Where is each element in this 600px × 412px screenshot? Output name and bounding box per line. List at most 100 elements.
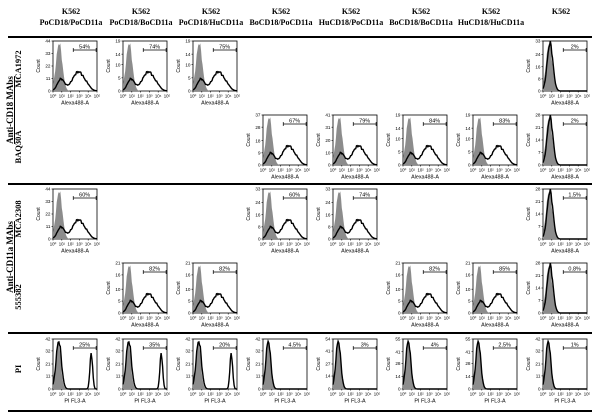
column-header-line1: K562 [131, 7, 151, 16]
histogram-panel: 83% 0 5 10 14 19 Count 10⁰ 10¹ 10² 10³ 10⁴ 10⁵ Alexa4… [456, 113, 520, 181]
column-header-line2: HuCD18/PoCD11a [318, 18, 384, 27]
y-tick-label: 0 [48, 237, 51, 242]
x-tick-label: 10¹ [339, 168, 346, 173]
x-tick-label: 10³ [76, 392, 83, 397]
sample-histogram [122, 70, 168, 92]
y-axis-label: Count [106, 59, 112, 73]
y-tick-label: 21 [535, 362, 541, 367]
x-tick-label: 10⁵ [444, 392, 451, 397]
y-axis-label: Count [456, 133, 462, 147]
y-tick-label: 16 [185, 273, 191, 278]
column-header-1: K562 PoCD18/PoCD11a [37, 6, 105, 28]
x-tick-label: 10² [557, 242, 564, 247]
y-tick-label: 55 [465, 337, 471, 342]
y-tick-label: 21 [535, 125, 541, 130]
y-axis-label: Count [386, 133, 392, 147]
x-tick-label: 10⁵ [234, 316, 241, 321]
gate-percent: 3% [361, 343, 369, 349]
y-tick-label: 41 [325, 113, 331, 118]
x-tick-label: 10⁵ [304, 392, 311, 397]
y-tick-label: 41 [465, 349, 471, 354]
y-tick-label: 28 [255, 125, 261, 130]
gate-percent: 82% [429, 267, 440, 273]
x-tick-label: 10⁰ [540, 242, 547, 247]
x-tick-label: 10⁵ [584, 242, 591, 247]
x-tick-label: 10⁰ [540, 94, 547, 99]
column-header-line1: K562 [551, 7, 571, 16]
y-tick-label: 16 [465, 273, 471, 278]
sample-histogram [542, 40, 587, 92]
x-axis-label: Alexa488-A [201, 101, 229, 107]
gate-percent: 20% [219, 343, 230, 349]
x-tick-label: 10⁴ [505, 392, 512, 397]
histogram-panel: 82% 0 5 10 16 21 Count 10⁰ 10¹ 10² 10³ 10⁴ 10⁵ Alexa4… [386, 261, 450, 329]
x-tick-label: 10⁰ [190, 94, 197, 99]
x-tick-label: 10² [137, 94, 144, 99]
x-tick-label: 10³ [566, 94, 573, 99]
control-histogram [473, 117, 517, 165]
y-tick-label: 11 [536, 374, 541, 379]
x-tick-label: 10⁰ [470, 168, 477, 173]
y-tick-label: 14 [465, 126, 471, 131]
y-tick-label: 10 [115, 287, 121, 292]
y-tick-label: 21 [115, 261, 121, 266]
column-header-6: K562 BoCD18/BoCD11a [387, 6, 455, 28]
x-tick-label: 10⁴ [295, 392, 302, 397]
sample-histogram [542, 262, 587, 314]
y-tick-label: 28 [535, 187, 541, 192]
sample-histogram [262, 144, 308, 166]
y-axis-label: Count [526, 59, 532, 73]
x-tick-label: 10¹ [549, 316, 556, 321]
y-tick-label: 42 [115, 337, 121, 342]
x-tick-label: 10⁴ [575, 168, 582, 173]
y-tick-label: 16 [535, 64, 541, 69]
x-tick-label: 10³ [566, 168, 573, 173]
y-axis-label: Count [386, 357, 392, 371]
histogram-panel: 85% 0 5 10 16 21 Count 10⁰ 10¹ 10² 10³ 10⁴ 10⁵ Alexa4… [456, 261, 520, 329]
gate-percent: 1% [571, 343, 579, 349]
x-tick-label: 10⁵ [584, 316, 591, 321]
y-tick-label: 42 [535, 337, 541, 342]
y-axis-label: Count [526, 207, 532, 221]
control-histogram [333, 117, 377, 165]
x-tick-label: 10⁴ [225, 392, 232, 397]
x-tick-label: 10³ [356, 242, 363, 247]
x-axis-label: Alexa488-A [411, 175, 439, 181]
y-tick-label: 0 [258, 237, 261, 242]
x-tick-label: 10⁵ [514, 392, 521, 397]
y-axis-label: Count [246, 207, 252, 221]
sample-histogram [192, 340, 237, 390]
column-header-line1: K562 [201, 7, 221, 16]
y-tick-label: 19 [115, 39, 121, 44]
gate-percent: 4.5% [288, 343, 301, 349]
y-tick-label: 19 [395, 113, 401, 118]
y-tick-label: 8 [328, 224, 331, 229]
column-header-line2: BoCD18/PoCD11a [249, 18, 313, 27]
y-tick-label: 24 [325, 200, 331, 205]
y-tick-label: 5 [118, 299, 121, 304]
y-tick-label: 14 [535, 286, 541, 291]
x-tick-label: 10³ [566, 392, 573, 397]
histogram-panel: 2% 0 7 14 21 28 Count 10⁰ 10¹ 10² 10³ 10⁴ 10⁵ Alexa48… [526, 113, 590, 181]
y-tick-label: 9 [258, 150, 261, 155]
x-tick-label: 10⁴ [155, 392, 162, 397]
gate-percent: 82% [219, 267, 230, 273]
y-tick-label: 0 [118, 311, 121, 316]
sample-histogram [472, 292, 518, 314]
x-tick-label: 10² [137, 316, 144, 321]
y-tick-label: 0 [188, 387, 191, 392]
column-header-line1: K562 [341, 7, 361, 16]
x-tick-label: 10⁰ [400, 168, 407, 173]
x-tick-label: 10² [207, 94, 214, 99]
x-tick-label: 10⁰ [50, 392, 57, 397]
x-tick-label: 10⁴ [505, 168, 512, 173]
x-axis-label: Alexa488-A [271, 175, 299, 181]
x-tick-label: 10² [487, 316, 494, 321]
x-tick-label: 10³ [146, 316, 153, 321]
y-tick-label: 24 [535, 52, 541, 57]
x-tick-label: 10¹ [199, 392, 206, 397]
y-tick-label: 7 [538, 224, 541, 229]
gate-percent: 60% [79, 193, 90, 199]
y-tick-label: 0 [538, 89, 541, 94]
x-tick-label: 10² [417, 392, 424, 397]
